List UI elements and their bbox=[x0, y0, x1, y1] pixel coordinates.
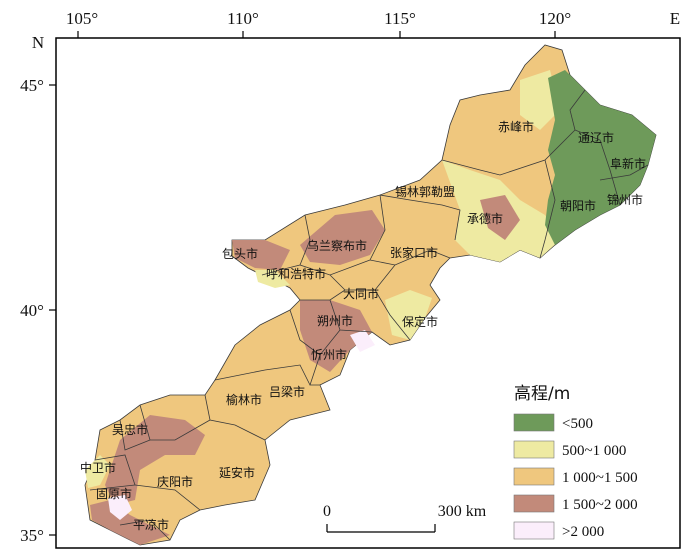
city-label: 呼和浩特市 bbox=[266, 266, 326, 281]
city-label: 大同市 bbox=[343, 286, 379, 301]
peak-guyuan bbox=[108, 495, 132, 520]
legend-swatch bbox=[513, 413, 555, 432]
city-label: 吴忠市 bbox=[112, 422, 148, 437]
legend-label: 500~1 000 bbox=[562, 443, 626, 459]
lon-end-label: E bbox=[670, 9, 680, 28]
scale-start-label: 0 bbox=[323, 503, 331, 520]
legend-swatch bbox=[513, 494, 555, 513]
city-label: 忻州市 bbox=[311, 347, 347, 362]
city-label: 庆阳市 bbox=[157, 474, 193, 489]
city-label: 延安市 bbox=[219, 465, 255, 480]
legend-swatch bbox=[513, 467, 555, 486]
city-label: 赤峰市 bbox=[498, 119, 534, 134]
lat-end-label: N bbox=[32, 33, 44, 52]
city-label: 阜新市 bbox=[610, 156, 646, 171]
admin-boundaries bbox=[89, 89, 649, 541]
city-label: 张家口市 bbox=[390, 245, 438, 260]
scale-bar: 0 300 km bbox=[323, 503, 487, 533]
legend-swatch bbox=[513, 521, 555, 540]
city-label: 吕梁市 bbox=[269, 384, 305, 399]
legend-label: <500 bbox=[562, 416, 593, 432]
highland-chengde bbox=[480, 195, 520, 240]
city-label: 朝阳市 bbox=[560, 198, 596, 213]
lowland-hebei bbox=[385, 290, 432, 340]
highland-baotou bbox=[232, 240, 290, 270]
lon-tick-105: 105° bbox=[66, 9, 98, 28]
lowest-northeast bbox=[545, 70, 656, 245]
legend-swatch bbox=[513, 440, 555, 459]
lat-tick-45: 45° bbox=[20, 76, 44, 95]
city-label: 通辽市 bbox=[578, 130, 614, 145]
city-label: 包头市 bbox=[222, 246, 258, 261]
city-label: 朔州市 bbox=[317, 313, 353, 328]
city-label: 中卫市 bbox=[80, 460, 116, 475]
city-label: 保定市 bbox=[402, 314, 438, 329]
peak-wutai bbox=[350, 330, 375, 352]
city-label: 榆林市 bbox=[226, 392, 262, 407]
city-label: 平凉市 bbox=[133, 517, 169, 532]
scale-end-label: 300 km bbox=[438, 503, 487, 520]
legend-label: 1 500~2 000 bbox=[562, 497, 638, 513]
city-label: 锡林郭勒盟 bbox=[395, 184, 455, 199]
legend-label: >2 000 bbox=[562, 524, 604, 540]
city-labels: 赤峰市 通辽市 阜新市 朝阳市 锦州市 锡林郭勒盟 承德市 包头市 乌兰察布市 … bbox=[80, 119, 646, 532]
legend-label: 1 000~1 500 bbox=[562, 470, 638, 486]
highland-ulanqab bbox=[300, 210, 385, 265]
lowland-ningxia bbox=[85, 455, 110, 488]
lat-tick-35: 35° bbox=[20, 526, 44, 545]
lon-tick-120: 120° bbox=[539, 9, 571, 28]
city-label: 承德市 bbox=[467, 211, 503, 226]
graticule-ticks bbox=[49, 31, 556, 536]
legend: 高程/m <500 500~1 000 1 000~1 500 1 500~2 000… bbox=[513, 384, 638, 540]
city-label: 乌兰察布市 bbox=[307, 238, 367, 253]
city-label: 锦州市 bbox=[607, 192, 643, 207]
lon-tick-110: 110° bbox=[227, 9, 259, 28]
lon-tick-115: 115° bbox=[384, 9, 416, 28]
highland-shanxi bbox=[300, 300, 372, 372]
legend-title: 高程/m bbox=[514, 384, 570, 404]
lat-tick-40: 40° bbox=[20, 301, 44, 320]
city-label: 固原市 bbox=[96, 486, 132, 501]
